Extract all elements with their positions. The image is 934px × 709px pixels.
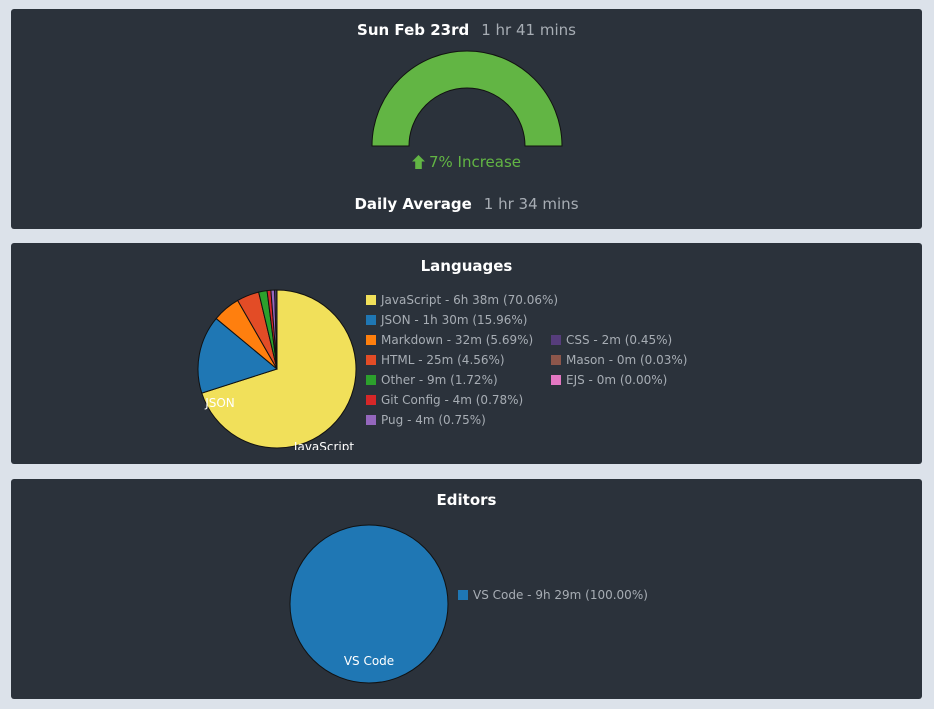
gauge-arc [371, 50, 563, 147]
legend-label: Mason - 0m (0.03%) [566, 353, 688, 367]
legend-swatch [366, 295, 376, 305]
languages-title: Languages [420, 257, 513, 275]
daily-average-label: Daily Average [354, 195, 472, 213]
legend-label: CSS - 2m (0.45%) [566, 333, 673, 347]
legend-swatch [366, 375, 376, 385]
legend-item-vs-code[interactable]: VS Code - 9h 29m (100.00%) [458, 585, 648, 605]
editors-legend: VS Code - 9h 29m (100.00%) [458, 585, 648, 605]
editors-title: Editors [436, 491, 497, 509]
legend-swatch [458, 590, 468, 600]
today-date: Sun Feb 23rd [357, 21, 470, 39]
legend-label: VS Code - 9h 29m (100.00%) [473, 588, 648, 602]
legend-item-javascript[interactable]: JavaScript - 6h 38m (70.06%) [366, 290, 558, 310]
legend-label: JSON - 1h 30m (15.96%) [381, 313, 528, 327]
pie-label-vs-code: VS Code [344, 654, 394, 668]
legend-item-ejs[interactable]: EJS - 0m (0.00%) [551, 370, 688, 390]
pie-slice-json[interactable] [197, 317, 279, 394]
legend-item-other[interactable]: Other - 9m (1.72%) [366, 370, 558, 390]
legend-item-css[interactable]: CSS - 2m (0.45%) [551, 330, 688, 350]
legend-swatch [551, 355, 561, 365]
legend-item-mason[interactable]: Mason - 0m (0.03%) [551, 350, 688, 370]
legend-item-json[interactable]: JSON - 1h 30m (15.96%) [366, 310, 558, 330]
languages-legend-col-1: JavaScript - 6h 38m (70.06%) JSON - 1h 30… [366, 290, 558, 430]
editors-panel: Editors VS Code VS Code - 9h 29m (100.00… [11, 479, 922, 699]
legend-swatch [366, 335, 376, 345]
editors-pie-chart: VS Code [289, 524, 449, 684]
legend-label: EJS - 0m (0.00%) [566, 373, 668, 387]
legend-swatch [366, 415, 376, 425]
legend-swatch [551, 335, 561, 345]
legend-label: Markdown - 32m (5.69%) [381, 333, 534, 347]
pie-label-javascript: JavaScript [293, 440, 354, 450]
languages-legend-col-2: CSS - 2m (0.45%) Mason - 0m (0.03%) EJS - … [551, 330, 688, 390]
today-duration: 1 hr 41 mins [481, 21, 576, 39]
daily-average-value: 1 hr 34 mins [483, 195, 579, 213]
pie-slice-vs-code[interactable] [289, 524, 449, 684]
change-text: 7% Increase [428, 153, 522, 171]
legend-item-html[interactable]: HTML - 25m (4.56%) [366, 350, 558, 370]
languages-panel: Languages JavaScript JSON JavaScript - 6h… [11, 243, 922, 464]
change-indicator: 7% Increase [11, 153, 922, 171]
legend-label: Git Config - 4m (0.78%) [381, 393, 524, 407]
pie-slice-javascript[interactable] [201, 289, 357, 449]
languages-pie-chart: JavaScript JSON [197, 289, 357, 450]
legend-swatch [366, 355, 376, 365]
legend-label: JavaScript - 6h 38m (70.06%) [381, 293, 559, 307]
legend-label: Other - 9m (1.72%) [381, 373, 498, 387]
legend-label: Pug - 4m (0.75%) [381, 413, 486, 427]
legend-swatch [366, 315, 376, 325]
today-headline: Sun Feb 23rd 1 hr 41 mins [11, 21, 922, 39]
daily-average: Daily Average 1 hr 34 mins [11, 195, 922, 213]
legend-label: HTML - 25m (4.56%) [381, 353, 505, 367]
legend-item-pug[interactable]: Pug - 4m (0.75%) [366, 410, 558, 430]
legend-swatch [366, 395, 376, 405]
summary-panel: Sun Feb 23rd 1 hr 41 mins 7% Increase Dai… [11, 9, 922, 229]
legend-item-markdown[interactable]: Markdown - 32m (5.69%) [366, 330, 558, 350]
daily-gauge [371, 50, 563, 147]
arrow-up-icon [411, 155, 425, 169]
pie-label-json: JSON [204, 396, 235, 410]
legend-swatch [551, 375, 561, 385]
legend-item-git-config[interactable]: Git Config - 4m (0.78%) [366, 390, 558, 410]
